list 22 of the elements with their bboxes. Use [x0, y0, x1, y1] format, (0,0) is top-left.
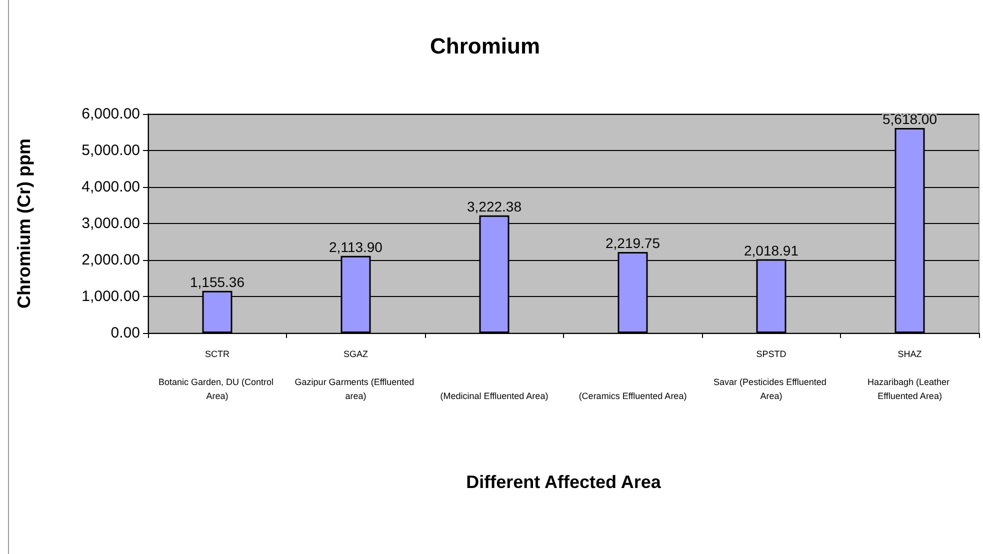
x-tick-label: (Medicinal Effluented Area)	[440, 391, 548, 401]
category-label: SHAZ Hazaribagh (Leather Effluented Area)	[867, 349, 950, 401]
y-tick-label: 0.00	[110, 324, 140, 342]
data-label: 2,219.75	[606, 234, 660, 251]
y-tick-label: 4,000.00	[82, 178, 140, 196]
y-axis-title: Chromium (Cr) ppm	[14, 138, 34, 308]
data-label: 2,113.90	[329, 238, 383, 255]
x-tick-label: (Ceramics Effluented Area)	[578, 391, 687, 401]
x-axis-title: Different Affected Area	[466, 472, 662, 492]
data-label: 2,018.91	[744, 242, 799, 258]
category-label: SPSTD Savar (Pesticides Effluented Area)	[714, 349, 826, 401]
category-label: SCTR Botanic Garden, DU (Control Area)	[158, 349, 274, 401]
y-tick-label: 1,000.00	[82, 288, 140, 305]
data-label: 5,618.00	[882, 110, 938, 127]
chart-title: Chromium	[430, 34, 540, 58]
category-label: SGAZ Gazipur Garments (Effluented area)	[294, 349, 414, 401]
data-label: 3,222.38	[467, 198, 522, 214]
y-tick-label: 6,000.00	[82, 106, 140, 122]
data-label: 1,155.36	[190, 274, 245, 290]
y-tick-label: 2,000.00	[82, 252, 140, 268]
y-tick-label: 3,000.00	[82, 215, 140, 232]
y-tick-label: 5,000.00	[82, 142, 140, 159]
